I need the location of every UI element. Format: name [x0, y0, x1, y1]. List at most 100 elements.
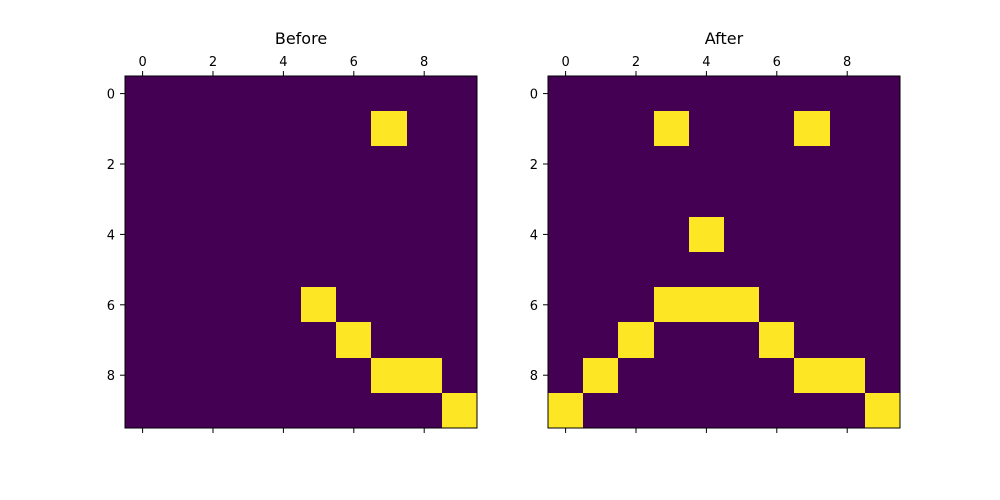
after-cell-r4-c3	[654, 217, 689, 252]
before-cell-r0-c2	[195, 76, 231, 111]
after-cell-r3-c1	[583, 182, 618, 217]
after-cell-r5-c4	[689, 252, 724, 287]
before-y-tick-label-8: 8	[107, 369, 115, 384]
after-title: After	[705, 29, 744, 48]
before-cell-r6-c2	[195, 287, 231, 322]
before-cell-r2-c0	[125, 146, 160, 182]
after-cell-r2-c7	[794, 146, 830, 182]
after-cell-r0-c8	[830, 76, 865, 111]
before-cell-r6-c9	[442, 287, 477, 322]
before-cell-r4-c0	[125, 217, 160, 252]
after-cell-r2-c0	[548, 146, 583, 182]
after-cell-r4-c5	[724, 217, 759, 252]
after-cell-r5-c0	[548, 252, 583, 287]
after-x-tick-label-6: 6	[773, 55, 781, 70]
after-cell-r4-c7	[794, 217, 830, 252]
before-cell-r9-c4	[266, 393, 301, 428]
after-cell-r9-c2	[618, 393, 654, 428]
before-cell-r1-c7	[371, 111, 407, 146]
before-cell-r2-c8	[407, 146, 442, 182]
before-cell-r6-c8	[407, 287, 442, 322]
before-cell-r1-c9	[442, 111, 477, 146]
after-cell-r1-c0	[548, 111, 583, 146]
before-cell-r1-c0	[125, 111, 160, 146]
before-cell-r7-c0	[125, 322, 160, 358]
before-cell-r1-c1	[160, 111, 195, 146]
after-cell-r4-c2	[618, 217, 654, 252]
after-cell-r3-c2	[618, 182, 654, 217]
before-cell-r5-c7	[371, 252, 407, 287]
before-cell-r4-c3	[231, 217, 266, 252]
before-cell-r2-c2	[195, 146, 231, 182]
before-cell-r1-c5	[301, 111, 336, 146]
after-cell-r3-c3	[654, 182, 689, 217]
after-cell-r2-c3	[654, 146, 689, 182]
before-cell-r1-c6	[336, 111, 371, 146]
after-cell-r7-c6	[759, 322, 794, 358]
after-cell-r6-c9	[865, 287, 900, 322]
before-cell-r4-c6	[336, 217, 371, 252]
before-cell-r6-c7	[371, 287, 407, 322]
before-cell-r8-c9	[442, 358, 477, 393]
before-cell-r7-c7	[371, 322, 407, 358]
after-cell-r5-c7	[794, 252, 830, 287]
after-cell-r8-c4	[689, 358, 724, 393]
after-cell-r0-c0	[548, 76, 583, 111]
after-cell-r2-c4	[689, 146, 724, 182]
after-cell-r2-c8	[830, 146, 865, 182]
after-cell-r3-c6	[759, 182, 794, 217]
after-x-tick-label-0: 0	[561, 55, 569, 70]
before-cell-r5-c1	[160, 252, 195, 287]
after-cell-r5-c9	[865, 252, 900, 287]
after-cell-r8-c0	[548, 358, 583, 393]
after-cell-r5-c1	[583, 252, 618, 287]
after-cell-r7-c0	[548, 322, 583, 358]
after-cell-r7-c2	[618, 322, 654, 358]
after-y-tick-label-6: 6	[530, 299, 538, 314]
before-title: Before	[275, 29, 327, 48]
after-cell-r4-c0	[548, 217, 583, 252]
before-cell-r8-c2	[195, 358, 231, 393]
after-x-tick-label-8: 8	[843, 55, 851, 70]
before-cell-r4-c9	[442, 217, 477, 252]
before-cell-r4-c7	[371, 217, 407, 252]
before-cell-r5-c4	[266, 252, 301, 287]
before-x-tick-label-4: 4	[279, 55, 287, 70]
before-cell-r0-c0	[125, 76, 160, 111]
after-cell-r1-c3	[654, 111, 689, 146]
before-cell-r7-c2	[195, 322, 231, 358]
before-cell-r6-c1	[160, 287, 195, 322]
before-cell-r0-c7	[371, 76, 407, 111]
before-cell-r0-c8	[407, 76, 442, 111]
before-cell-r2-c6	[336, 146, 371, 182]
after-y-tick-label-2: 2	[530, 158, 538, 173]
after-y-tick-label-4: 4	[530, 228, 538, 243]
before-cell-r9-c8	[407, 393, 442, 428]
after-cell-r5-c6	[759, 252, 794, 287]
before-cell-r4-c5	[301, 217, 336, 252]
after-cell-r4-c6	[759, 217, 794, 252]
after-cell-r4-c8	[830, 217, 865, 252]
before-cell-r0-c3	[231, 76, 266, 111]
before-cell-r5-c5	[301, 252, 336, 287]
after-cell-r5-c2	[618, 252, 654, 287]
before-cell-r4-c2	[195, 217, 231, 252]
before-cell-r5-c8	[407, 252, 442, 287]
before-cell-r9-c3	[231, 393, 266, 428]
before-cell-r2-c7	[371, 146, 407, 182]
after-cell-r8-c5	[724, 358, 759, 393]
after-cell-r9-c3	[654, 393, 689, 428]
after-y-tick-label-0: 0	[530, 88, 538, 103]
before-cell-r0-c6	[336, 76, 371, 111]
after-cell-r9-c9	[865, 393, 900, 428]
before-cell-r9-c0	[125, 393, 160, 428]
after-cell-r3-c9	[865, 182, 900, 217]
before-cell-r7-c8	[407, 322, 442, 358]
after-y-tick-label-8: 8	[530, 369, 538, 384]
after-cell-r9-c0	[548, 393, 583, 428]
after-cell-r2-c9	[865, 146, 900, 182]
before-x-tick-label-2: 2	[209, 55, 217, 70]
before-cell-r1-c2	[195, 111, 231, 146]
before-cell-r2-c5	[301, 146, 336, 182]
before-x-tick-label-0: 0	[138, 55, 146, 70]
